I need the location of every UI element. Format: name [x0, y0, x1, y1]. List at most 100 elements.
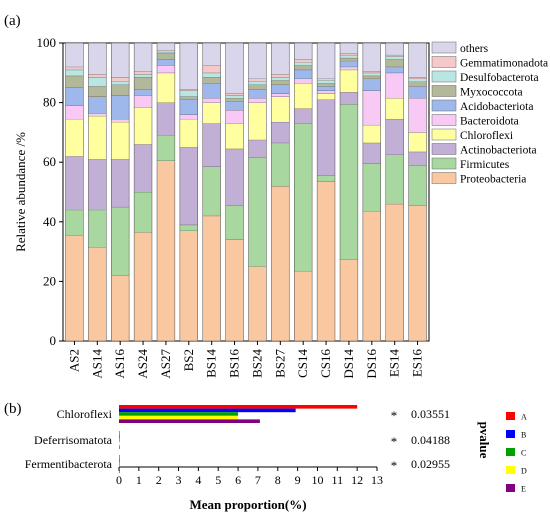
bar-segment	[248, 84, 267, 90]
bar-segment	[317, 175, 335, 182]
bar-segment	[340, 259, 358, 341]
x-tick-label: CS14	[295, 349, 310, 378]
significance-column: * 0.03551 * 0.04188 * 0.02955	[391, 407, 450, 473]
category-label: Chloroflexi	[57, 407, 113, 421]
legend: others Gemmatimonadota Desulfobacterota Myx…	[431, 41, 548, 186]
bar-segment	[88, 116, 107, 160]
bar-segment	[179, 99, 198, 115]
stacked-bar-chart: 0 20 40 60 80 100 AS2 AS14 AS16 AS24 AS27 BS2 BS14 B…	[13, 35, 548, 379]
bar-segment	[294, 83, 313, 109]
bar-segment	[179, 43, 198, 90]
bar-segment	[65, 235, 84, 341]
x-tick-label: BS24	[249, 349, 264, 378]
bar-segment	[340, 54, 358, 58]
bar-segment	[340, 53, 358, 55]
bar-segment	[134, 95, 152, 108]
bar-segment	[202, 123, 221, 167]
bar-segment	[408, 86, 427, 99]
bar-segment	[248, 102, 267, 140]
legend-swatch	[431, 157, 457, 170]
bar-segment	[385, 118, 404, 155]
x-tick-label: BS16	[227, 349, 242, 378]
x-tick-label: 10	[311, 473, 323, 487]
bar-segment	[294, 59, 313, 63]
bar-segment	[202, 166, 221, 216]
bar-segment	[248, 157, 267, 267]
x-tick-label: BS27	[272, 349, 287, 378]
bar-segment	[179, 224, 198, 231]
x-tick-label: DS16	[364, 349, 379, 379]
bar-segment	[179, 96, 198, 100]
pvalue: 0.02955	[411, 457, 450, 471]
bar-segment	[65, 118, 84, 157]
x-tick-label: 5	[215, 473, 221, 487]
bar	[119, 441, 120, 446]
bar-segment	[111, 121, 130, 160]
bar-segment	[362, 71, 381, 73]
y-tick-label: 0	[50, 333, 57, 348]
bar-segment	[248, 139, 267, 158]
significance-mark: *	[391, 434, 398, 449]
legend-label: D	[521, 467, 527, 476]
bar-segment	[88, 77, 107, 87]
bar-segment	[362, 163, 381, 212]
pvalue: 0.03551	[411, 407, 450, 421]
bar-segment	[408, 78, 427, 82]
legend-label: Firmicutes	[460, 159, 510, 171]
x-tick-label: ES14	[387, 349, 402, 378]
legend-label: others	[460, 43, 489, 55]
x-tick-label: 11	[332, 473, 344, 487]
legend-label: E	[521, 485, 526, 494]
legend-label: Gemmatimonadota	[460, 58, 548, 70]
x-tick-label: AS14	[89, 349, 104, 379]
bar-segment	[408, 132, 427, 152]
bar-segment	[340, 60, 358, 67]
bar-segment	[225, 239, 244, 341]
bar-segment	[271, 186, 290, 341]
bar-segment	[408, 205, 427, 341]
bar-segment	[157, 135, 175, 161]
legend-swatch	[431, 172, 457, 184]
bar	[119, 415, 239, 420]
bar-segment	[408, 151, 427, 166]
bars	[65, 42, 427, 342]
bar-segment	[134, 107, 152, 145]
bar-segment	[179, 118, 198, 148]
legend-label: Bacteroidota	[460, 116, 519, 128]
bar-segment	[271, 80, 290, 85]
bar-segment	[317, 86, 335, 91]
bar-segment	[294, 65, 313, 70]
bar-segment	[340, 43, 358, 54]
bar-segment	[362, 72, 381, 76]
legend-label: Chloroflexi	[460, 130, 513, 142]
bar-segment	[225, 98, 244, 102]
x-tick-label: 6	[235, 473, 241, 487]
bar-segment	[362, 75, 381, 79]
bar-segment	[88, 43, 107, 75]
horizontal-bar-chart: 0 1 2 3 4 5 6 7 8 9 10 11 12 13 ChloroflexiDeferrisom…	[25, 405, 527, 512]
bar-segment	[157, 59, 175, 66]
panel-a-label: (a)	[4, 13, 21, 29]
bar-segment	[362, 43, 381, 72]
bar-segment	[271, 121, 290, 143]
bar-segment	[385, 43, 404, 55]
legend-swatch	[431, 143, 457, 155]
x-tick-label: ES16	[410, 349, 425, 378]
legend-swatch	[506, 484, 515, 492]
bar-segment	[317, 78, 335, 81]
bar-segment	[408, 81, 427, 87]
bar-segment	[134, 71, 152, 75]
legend-swatch	[431, 85, 457, 97]
category-label: Fermentibacterota	[25, 457, 113, 471]
bar	[119, 462, 120, 466]
bar-segment	[294, 62, 313, 66]
x-tick-label: 0	[116, 473, 122, 487]
bar-segment	[385, 56, 404, 60]
bar-segment	[88, 113, 107, 117]
bar-segment	[340, 69, 358, 93]
significance-mark: *	[391, 458, 398, 473]
y-tick-label: 80	[43, 95, 56, 110]
bar-segment	[385, 59, 404, 67]
legend-label: B	[521, 431, 526, 440]
